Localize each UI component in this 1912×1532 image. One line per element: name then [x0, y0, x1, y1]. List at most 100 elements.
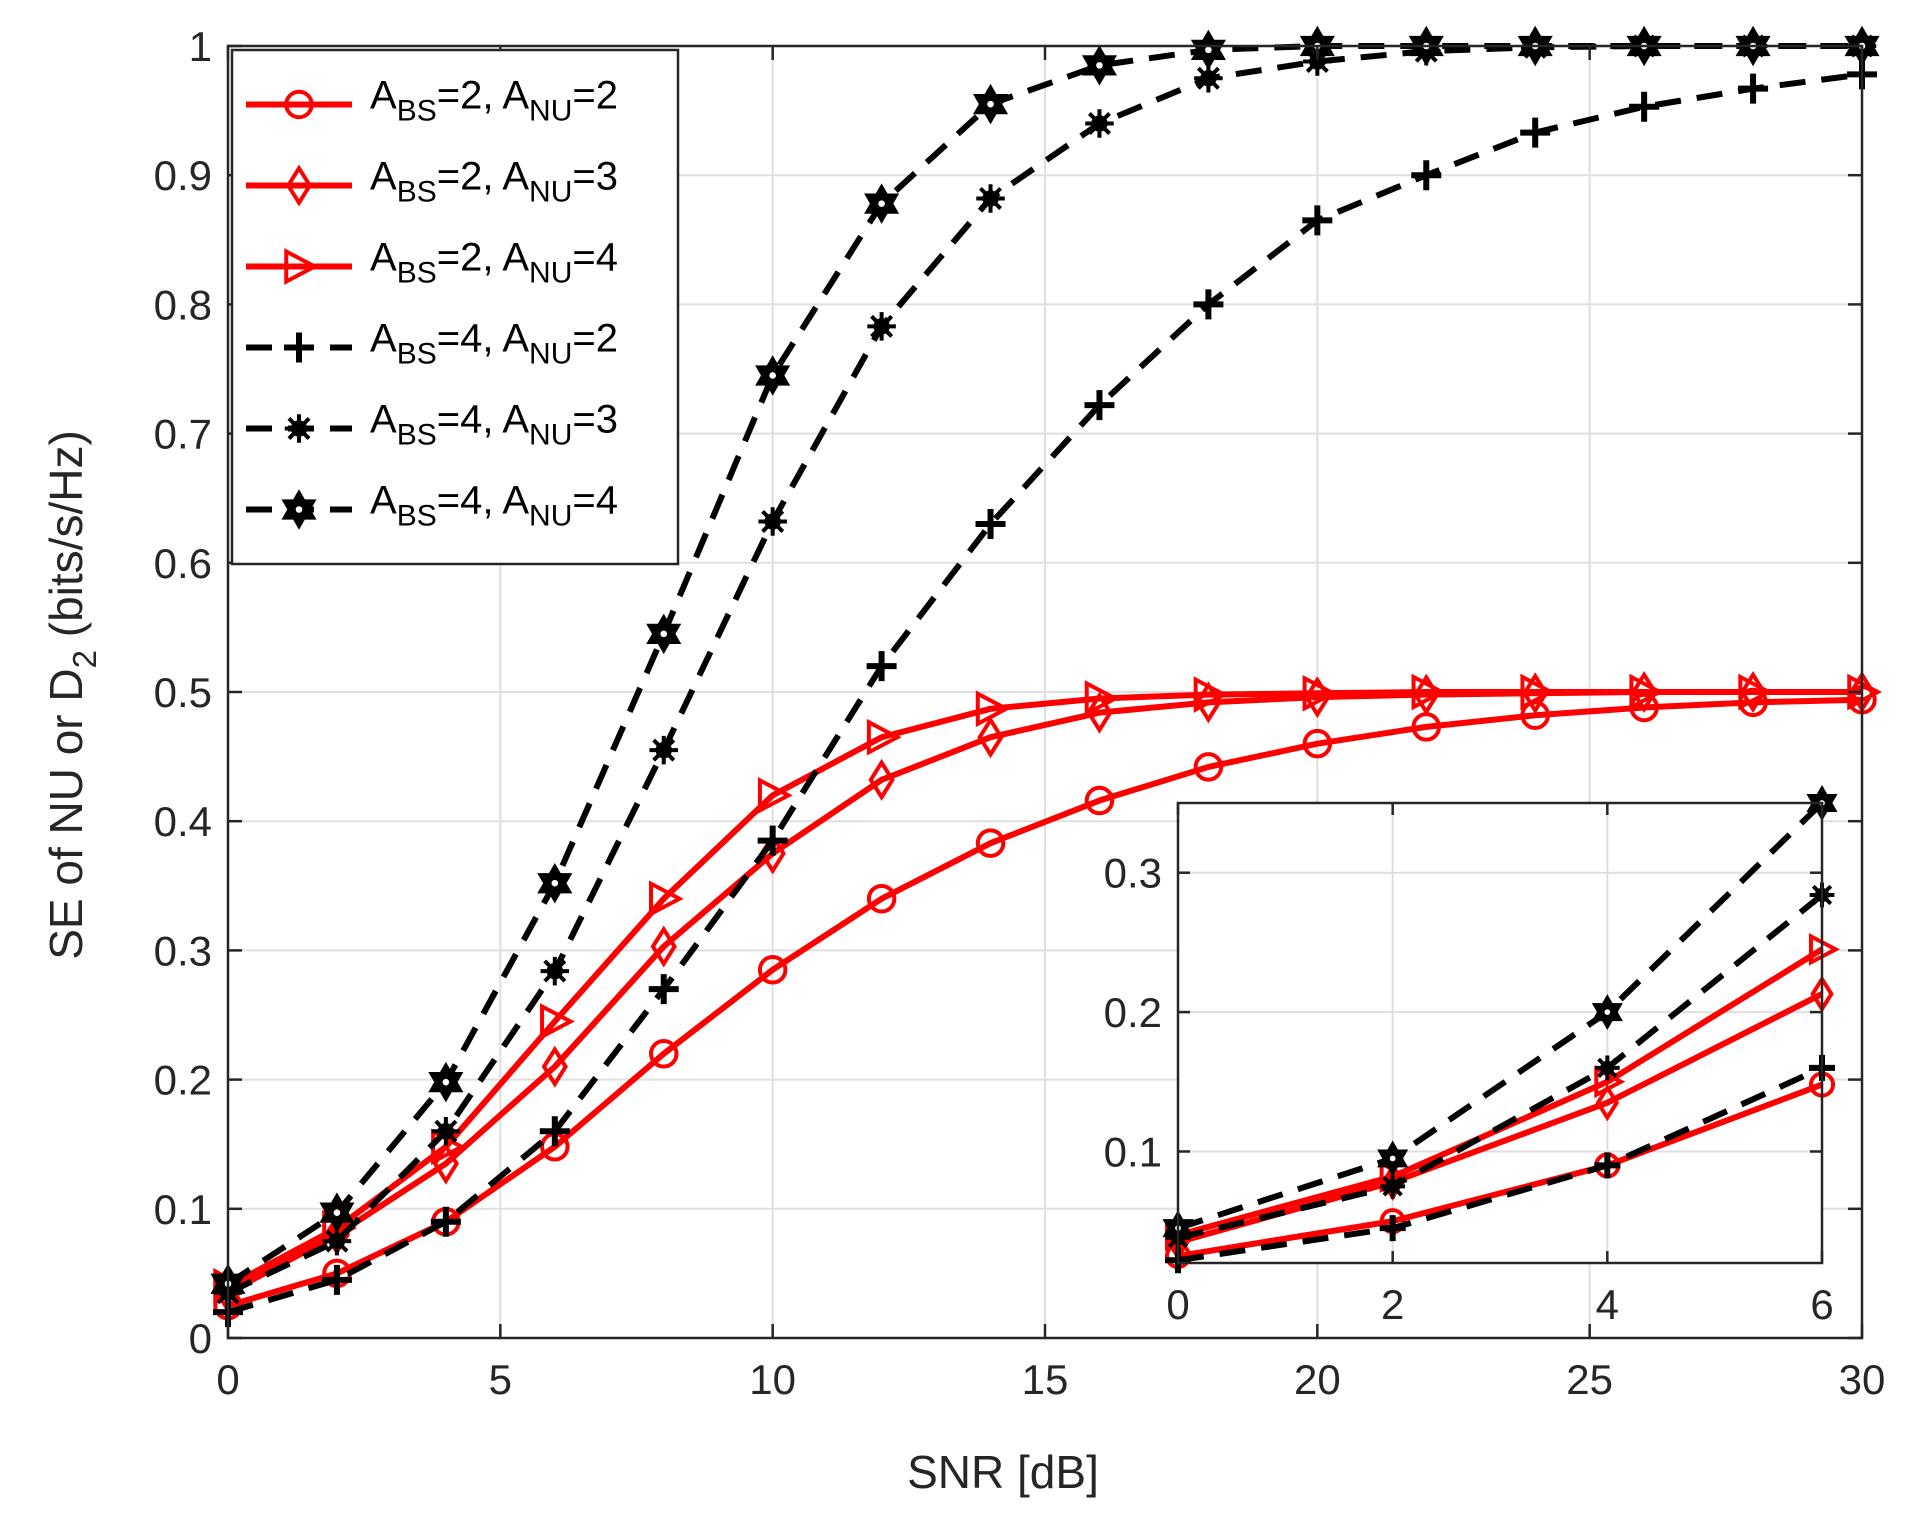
- legend-label-part: =2, A: [437, 236, 530, 280]
- y-axis-title-main: SE of NU or D: [40, 668, 92, 959]
- legend-label-part: A: [370, 236, 397, 280]
- legend-label-part: A: [370, 317, 397, 361]
- legend-label-part: =4, A: [437, 398, 530, 442]
- series-4-point: [539, 1116, 570, 1147]
- series-1-point: [1084, 785, 1115, 816]
- series-5-point: [1085, 109, 1114, 138]
- series-3-point: [757, 777, 793, 814]
- series-4-point: [975, 509, 1006, 540]
- series-6-point: [864, 183, 900, 224]
- legend-marker: [284, 414, 314, 443]
- series-5-point: [867, 312, 896, 341]
- inset-series-2-line: [1177, 991, 1824, 1245]
- legend-marker: [284, 89, 314, 120]
- series-6-point: [319, 1192, 355, 1233]
- legend-item: ABS=4, ANU=4: [246, 479, 618, 533]
- series-4: [213, 59, 1877, 1328]
- x-tick-label: 15: [1022, 1356, 1069, 1403]
- legend-label-part: =2, A: [437, 74, 530, 118]
- inset-axes-box: [1176, 801, 1824, 1265]
- series-1-point: [866, 883, 897, 914]
- series-2-point: [1086, 691, 1113, 734]
- legend-item: ABS=4, ANU=2: [246, 317, 618, 371]
- series-6-point: [537, 862, 573, 904]
- series-5-point: [758, 507, 787, 536]
- series-3-point: [1302, 674, 1338, 712]
- inset-y-tick-label: 0.2: [1104, 989, 1162, 1036]
- legend-label: ABS=2, ANU=2: [370, 74, 618, 128]
- legend-marker: [285, 164, 313, 207]
- inset-series-4-point: [1379, 1215, 1406, 1242]
- legend-label-part: =2: [572, 317, 618, 361]
- series-6-point: [972, 83, 1009, 125]
- y-tick-label: 0.8: [154, 281, 212, 328]
- series-3-line: [226, 689, 1862, 1289]
- legend-label-part: =2, A: [437, 155, 530, 199]
- legend-label-part: A: [370, 155, 397, 199]
- legend-label: ABS=2, ANU=4: [370, 236, 618, 290]
- legend-item: ABS=4, ANU=3: [246, 398, 618, 452]
- series-5-point: [976, 184, 1005, 213]
- series-4-point: [757, 825, 788, 856]
- legend-label-subscript: BS: [397, 95, 437, 128]
- x-tick-label: 20: [1294, 1356, 1341, 1403]
- legend-item: ABS=2, ANU=4: [246, 236, 618, 290]
- series-4-point: [648, 974, 679, 1005]
- legend-label-subscript: NU: [529, 419, 572, 452]
- inset-series-5-line: [1177, 892, 1824, 1241]
- axis-titles: SNR [dB] SE of NU or D2 (bits/s/Hz): [40, 430, 1099, 1498]
- y-axis-title: SE of NU or D2 (bits/s/Hz): [40, 430, 103, 960]
- series-3-point: [1738, 673, 1774, 711]
- x-tick-label: 30: [1839, 1356, 1886, 1403]
- series-4-point: [1520, 117, 1551, 148]
- series-5-point: [649, 735, 678, 765]
- inset-y-tick-label: 0.1: [1104, 1128, 1162, 1175]
- inset-series-6: [1162, 785, 1838, 1247]
- inset-series-3-point: [1808, 933, 1840, 966]
- inset-background: [1178, 803, 1822, 1263]
- inset-series-4-point: [1594, 1152, 1621, 1179]
- legend-label-part: =4: [572, 236, 618, 280]
- series-2-point: [541, 1045, 568, 1088]
- legend-label-part: =4, A: [437, 479, 530, 523]
- legend-marker: [281, 489, 317, 530]
- inset-series-1-line: [1177, 1081, 1824, 1259]
- legend-label-part: A: [370, 398, 397, 442]
- x-tick-label: 5: [489, 1356, 512, 1403]
- inset-x-tick-label: 6: [1810, 1281, 1833, 1328]
- legend-label-subscript: NU: [529, 500, 572, 533]
- series-4-point: [430, 1206, 461, 1237]
- series-5-point: [431, 1117, 461, 1146]
- series-3-point: [1520, 673, 1556, 711]
- y-tick-label: 0: [189, 1315, 212, 1362]
- series-4-point: [1193, 289, 1224, 320]
- inset-series-5-point: [1380, 1173, 1406, 1199]
- legend-label-subscript: NU: [529, 95, 572, 128]
- inset-series-5-point: [1594, 1055, 1620, 1081]
- series-6-point: [1081, 45, 1118, 86]
- x-tick-label: 25: [1566, 1356, 1613, 1403]
- y-tick-label: 0.5: [154, 669, 212, 716]
- series-3-point: [648, 880, 684, 918]
- legend-label-subscript: BS: [397, 500, 437, 533]
- series-6-point: [646, 613, 682, 655]
- series-1-point: [757, 955, 788, 985]
- series-6-point: [755, 355, 791, 396]
- series-6-point: [428, 1061, 464, 1103]
- legend-label-part: =3: [572, 398, 618, 442]
- series-1-point: [1302, 728, 1333, 759]
- series-3-point: [866, 718, 902, 756]
- series-6-point: [1408, 25, 1444, 67]
- series-4-point: [1411, 160, 1442, 191]
- legend-label: ABS=4, ANU=4: [370, 479, 618, 533]
- series-2-point: [868, 758, 895, 801]
- inset-series-2-point: [1595, 1083, 1620, 1122]
- series-6-point: [1735, 25, 1771, 67]
- inset-series-6-point: [1591, 994, 1623, 1031]
- legend-label: ABS=2, ANU=3: [370, 155, 618, 209]
- series-3-point: [1411, 673, 1447, 711]
- series-1-point: [1193, 752, 1224, 782]
- legend-label-subscript: NU: [529, 338, 572, 371]
- series-2-point: [977, 716, 1004, 759]
- legend-label: ABS=4, ANU=3: [370, 398, 618, 452]
